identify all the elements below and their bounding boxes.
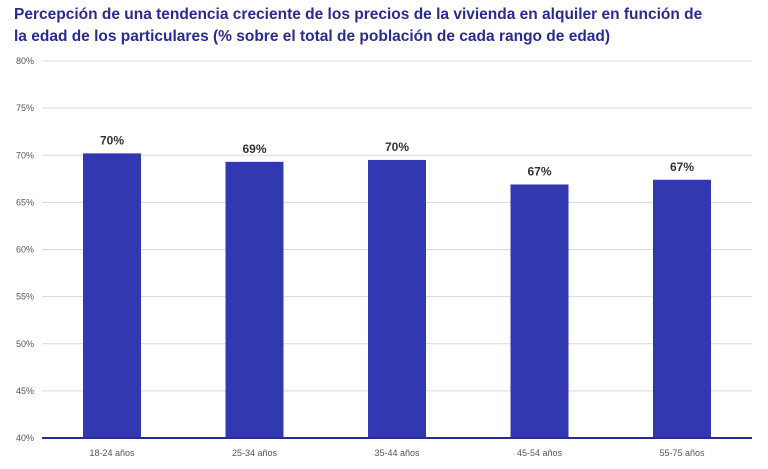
data-label: 67%: [670, 160, 694, 174]
chart-title-line-1: Percepción de una tendencia creciente de…: [14, 6, 703, 23]
chart-title-line-2: la edad de los particulares (% sobre el …: [14, 28, 611, 45]
bar: [83, 153, 141, 439]
bar: [653, 179, 711, 438]
x-category-label: 35-44 años: [374, 448, 420, 458]
data-label: 70%: [385, 140, 409, 154]
y-tick-label: 55%: [16, 292, 34, 302]
chart-title: Percepción de una tendencia creciente de…: [14, 4, 754, 48]
data-label: 67%: [527, 164, 551, 178]
y-tick-label: 80%: [16, 56, 34, 66]
data-label: 70%: [100, 133, 124, 147]
data-label: 69%: [242, 142, 266, 156]
x-axis-category-labels: 18-24 años 25-34 años 35-44 años 45-54 años…: [89, 448, 705, 458]
bar: [225, 161, 284, 438]
grid-lines: [42, 60, 752, 392]
x-category-label: 45-54 años: [517, 448, 563, 458]
bar: [368, 159, 426, 438]
y-tick-label: 45%: [16, 386, 34, 396]
y-axis-tick-labels: 40% 45% 50% 55% 60% 65% 70% 75% 80%: [16, 56, 34, 443]
bar: [510, 184, 569, 438]
y-tick-label: 75%: [16, 103, 34, 113]
y-tick-label: 50%: [16, 339, 34, 349]
y-tick-label: 40%: [16, 433, 34, 443]
x-category-label: 55-75 años: [659, 448, 705, 458]
bars: [83, 153, 711, 439]
y-tick-label: 65%: [16, 197, 34, 207]
x-category-label: 25-34 años: [232, 448, 278, 458]
y-tick-label: 70%: [16, 150, 34, 160]
y-tick-label: 60%: [16, 245, 34, 255]
data-labels: 70% 69% 70% 67% 67%: [100, 133, 694, 178]
x-category-label: 18-24 años: [89, 448, 135, 458]
